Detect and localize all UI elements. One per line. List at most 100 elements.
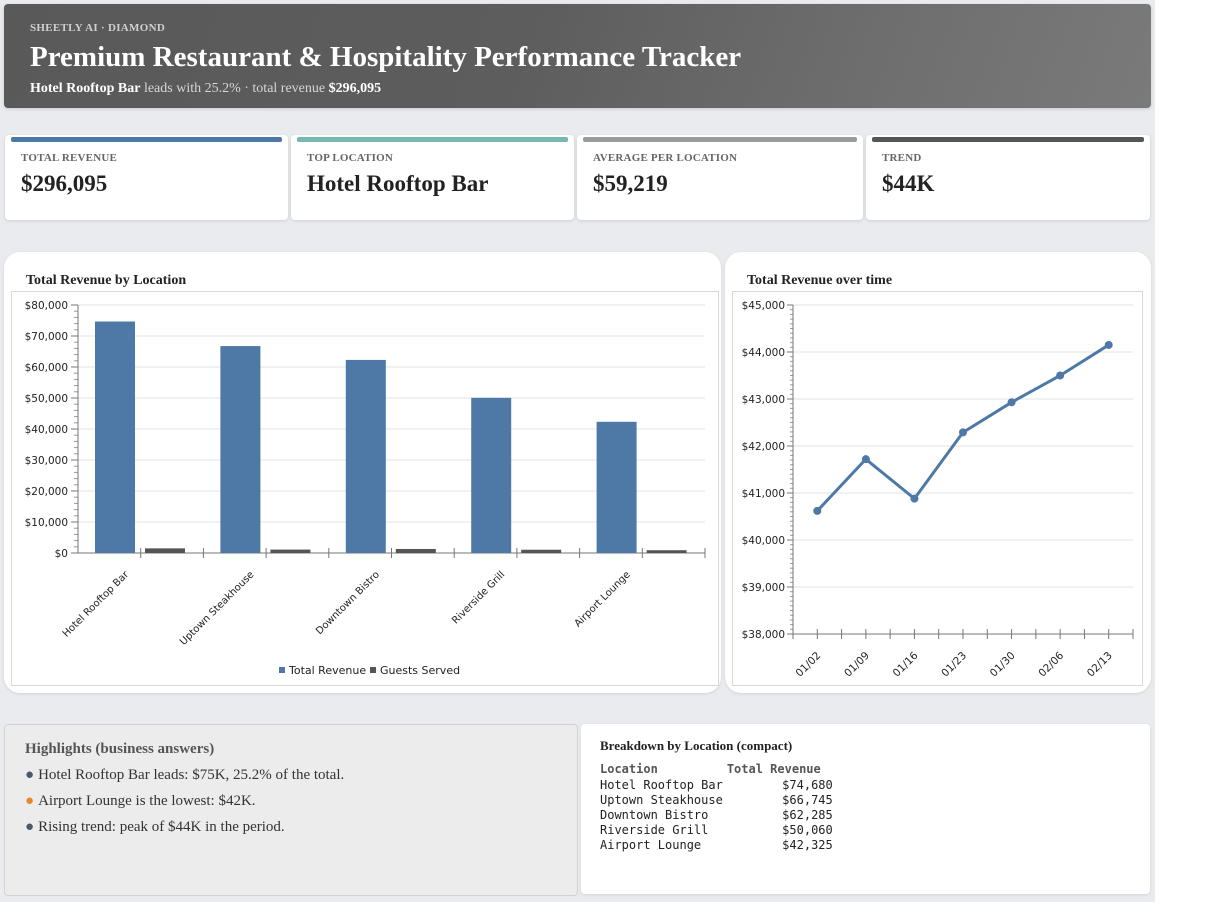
kpi-label: TOP LOCATION xyxy=(307,152,393,164)
bar-total-revenue xyxy=(471,398,511,553)
x-tick-label: Uptown Steakhouse xyxy=(178,569,256,647)
bar-total-revenue xyxy=(346,360,386,553)
kpi-label: TREND xyxy=(882,152,922,164)
table-row: Hotel Rooftop Bar $74,680 xyxy=(598,778,835,793)
y-tick-label: $45,000 xyxy=(742,300,785,312)
column-header-location: Location xyxy=(598,762,725,778)
breakdown-panel: Breakdown by Location (compact) Location… xyxy=(581,724,1150,894)
y-tick-label: $43,000 xyxy=(742,394,785,406)
line-point xyxy=(1008,398,1016,406)
bar-chart-frame: $0 $10,000 $20,000 $30,000 $40,000 $50,000 $60… xyxy=(11,291,719,686)
x-tick-label: 01/09 xyxy=(842,650,872,680)
kpi-label: AVERAGE PER LOCATION xyxy=(593,152,737,164)
breakdown-title: Breakdown by Location (compact) xyxy=(600,738,792,754)
y-tick-label: $41,000 xyxy=(742,488,785,500)
line-point xyxy=(910,495,918,503)
y-tick-label: $30,000 xyxy=(25,455,68,467)
x-tick-label: Riverside Grill xyxy=(450,569,507,626)
line-point xyxy=(1105,341,1113,349)
kpi-value: $44K xyxy=(882,171,934,197)
cell-revenue: $50,060 xyxy=(725,823,835,838)
highlight-text: Airport Lounge is the lowest: $42K. xyxy=(38,793,255,809)
line-point xyxy=(813,507,821,515)
kpi-card-trend: TREND $44K xyxy=(866,135,1150,220)
bullet-dot-icon: ● xyxy=(25,767,34,784)
y-tick-label: $10,000 xyxy=(25,517,68,529)
column-header-total-revenue: Total Revenue xyxy=(725,762,835,778)
line-point xyxy=(959,428,967,436)
brand-eyebrow: SHEETLY AI · DIAMOND xyxy=(30,22,165,34)
cell-location: Uptown Steakhouse xyxy=(598,793,725,808)
page-title: Premium Restaurant & Hospitality Perform… xyxy=(30,41,741,74)
y-tick-label: $38,000 xyxy=(742,629,785,641)
kpi-value: $59,219 xyxy=(593,171,668,197)
line-point xyxy=(862,455,870,463)
bar-guests-served xyxy=(396,549,436,553)
bar-guests-served xyxy=(521,550,561,553)
kpi-accent-bar xyxy=(583,137,857,142)
y-tick-label: $60,000 xyxy=(25,362,68,374)
x-tick-label: 01/23 xyxy=(939,650,969,680)
x-tick-label: 02/06 xyxy=(1036,649,1066,679)
kpi-label: TOTAL REVENUE xyxy=(21,152,117,164)
x-tick-label: Hotel Rooftop Bar xyxy=(61,569,132,640)
header-banner: SHEETLY AI · DIAMOND Premium Restaurant … xyxy=(4,4,1151,108)
x-tick-label: 01/30 xyxy=(988,650,1018,680)
bar-total-revenue xyxy=(95,321,135,553)
highlights-panel: Highlights (business answers) ● Hotel Roo… xyxy=(4,724,578,896)
x-tick-label: Airport Lounge xyxy=(573,569,633,629)
x-tick-label: 02/13 xyxy=(1085,650,1115,680)
cell-revenue: $66,745 xyxy=(725,793,835,808)
cell-location: Airport Lounge xyxy=(598,838,725,853)
kpi-accent-bar xyxy=(297,137,568,142)
line-chart-frame: $38,000 $39,000 $40,000 $41,000 $42,000 $43,0… xyxy=(732,291,1143,686)
x-tick-label: Downtown Bistro xyxy=(314,569,382,637)
bar-guests-served xyxy=(270,550,310,553)
highlights-title: Highlights (business answers) xyxy=(25,741,214,758)
kpi-value: $296,095 xyxy=(21,171,107,197)
revenue-line xyxy=(817,345,1108,511)
table-header-row: Location Total Revenue xyxy=(598,762,835,778)
bar-chart: $0 $10,000 $20,000 $30,000 $40,000 $50,000 $60… xyxy=(12,292,718,685)
bar-chart-title: Total Revenue by Location xyxy=(26,273,186,289)
subtitle-total: $296,095 xyxy=(329,81,382,96)
y-tick-label: $44,000 xyxy=(742,347,785,359)
cell-location: Riverside Grill xyxy=(598,823,725,838)
y-tick-label: $42,000 xyxy=(742,441,785,453)
table-row: Riverside Grill $50,060 xyxy=(598,823,835,838)
y-tick-label: $50,000 xyxy=(25,393,68,405)
breakdown-table: Location Total Revenue Hotel Rooftop Bar… xyxy=(598,762,835,853)
cell-revenue: $42,325 xyxy=(725,838,835,853)
subtitle-leader: Hotel Rooftop Bar xyxy=(30,81,140,96)
table-row: Downtown Bistro $62,285 xyxy=(598,808,835,823)
highlight-text: Rising trend: peak of $44K in the period… xyxy=(38,819,285,835)
legend-label-guests-served: Guests Served xyxy=(380,664,460,677)
subtitle-text: leads with 25.2% · total revenue xyxy=(140,81,328,96)
kpi-card-top-location: TOP LOCATION Hotel Rooftop Bar xyxy=(291,135,574,220)
kpi-value: Hotel Rooftop Bar xyxy=(307,171,488,197)
highlight-item: ● Hotel Rooftop Bar leads: $75K, 25.2% of… xyxy=(25,767,344,793)
cell-location: Hotel Rooftop Bar xyxy=(598,778,725,793)
highlight-item: ● Rising trend: peak of $44K in the perio… xyxy=(25,819,344,845)
table-row: Uptown Steakhouse $66,745 xyxy=(598,793,835,808)
line-point xyxy=(1056,372,1064,380)
y-tick-label: $40,000 xyxy=(25,424,68,436)
cell-location: Downtown Bistro xyxy=(598,808,725,823)
line-chart-panel: Total Revenue over time $38,000 $39,000 $4… xyxy=(725,252,1151,693)
y-tick-label: $20,000 xyxy=(25,486,68,498)
y-tick-label: $0 xyxy=(55,548,68,560)
bar-total-revenue xyxy=(597,422,637,553)
legend-swatch xyxy=(370,667,376,673)
line-chart-title: Total Revenue over time xyxy=(747,273,892,289)
highlight-text: Hotel Rooftop Bar leads: $75K, 25.2% of … xyxy=(38,767,344,783)
legend-swatch xyxy=(279,667,285,673)
highlight-item: ● Airport Lounge is the lowest: $42K. xyxy=(25,793,344,819)
kpi-card-average-per-location: AVERAGE PER LOCATION $59,219 xyxy=(577,135,863,220)
bar-guests-served xyxy=(145,548,185,553)
x-tick-label: 01/16 xyxy=(891,649,921,679)
page-subtitle: Hotel Rooftop Bar leads with 25.2% · tot… xyxy=(30,81,381,97)
y-tick-label: $80,000 xyxy=(25,300,68,312)
kpi-accent-bar xyxy=(872,137,1144,142)
cell-revenue: $62,285 xyxy=(725,808,835,823)
bullet-dot-icon: ● xyxy=(25,793,34,810)
